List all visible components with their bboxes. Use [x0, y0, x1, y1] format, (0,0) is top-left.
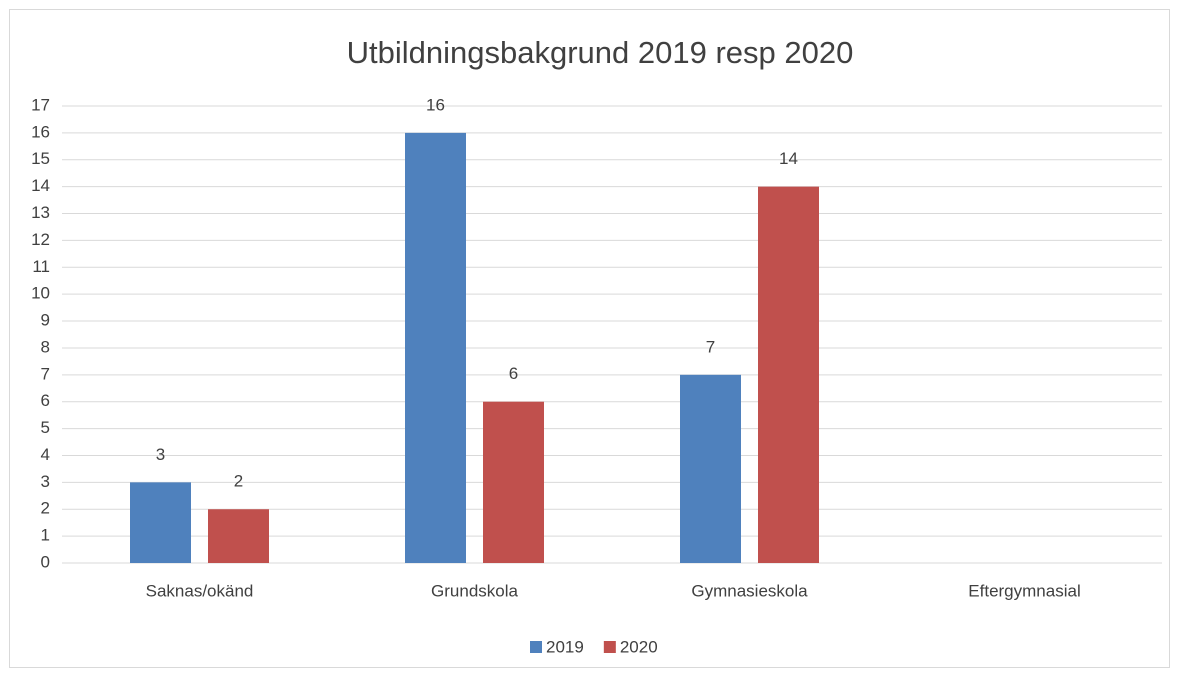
y-tick-label: 9 — [41, 311, 50, 330]
bar — [483, 401, 544, 563]
legend-swatch — [530, 641, 542, 653]
x-tick-label: Saknas/okänd — [146, 581, 254, 600]
x-tick-label: Grundskola — [431, 581, 518, 600]
y-tick-label: 14 — [31, 176, 50, 195]
y-tick-label: 12 — [31, 230, 50, 249]
y-tick-label: 10 — [31, 284, 50, 303]
y-tick-label: 8 — [41, 337, 50, 356]
y-tick-label: 2 — [41, 499, 50, 518]
bar — [130, 482, 191, 563]
chart-title: Utbildningsbakgrund 2019 resp 2020 — [347, 35, 854, 70]
y-tick-label: 7 — [41, 364, 50, 383]
bar — [405, 132, 466, 563]
y-tick-label: 3 — [41, 472, 50, 491]
y-tick-label: 1 — [41, 526, 50, 545]
y-tick-label: 11 — [32, 257, 50, 276]
data-label: 3 — [156, 445, 165, 464]
legend-label: 2020 — [620, 637, 658, 656]
y-tick-label: 4 — [41, 445, 50, 464]
y-tick-label: 17 — [31, 95, 50, 114]
x-tick-label: Eftergymnasial — [968, 581, 1080, 600]
data-label: 14 — [779, 149, 798, 168]
y-tick-label: 16 — [31, 122, 50, 141]
data-label: 2 — [234, 472, 243, 491]
bar — [758, 186, 819, 563]
data-label: 16 — [426, 95, 445, 114]
data-label: 6 — [509, 364, 518, 383]
x-tick-label: Gymnasieskola — [691, 581, 808, 600]
data-label: 7 — [706, 337, 715, 356]
y-tick-label: 13 — [31, 203, 50, 222]
bar — [680, 374, 741, 563]
y-tick-label: 6 — [41, 391, 50, 410]
y-tick-label: 15 — [31, 149, 50, 168]
y-tick-label: 5 — [41, 418, 50, 437]
legend-label: 2019 — [546, 637, 584, 656]
chart-border — [9, 9, 1170, 668]
bar — [208, 509, 269, 563]
y-tick-label: 0 — [41, 552, 50, 571]
legend-swatch — [603, 641, 616, 653]
